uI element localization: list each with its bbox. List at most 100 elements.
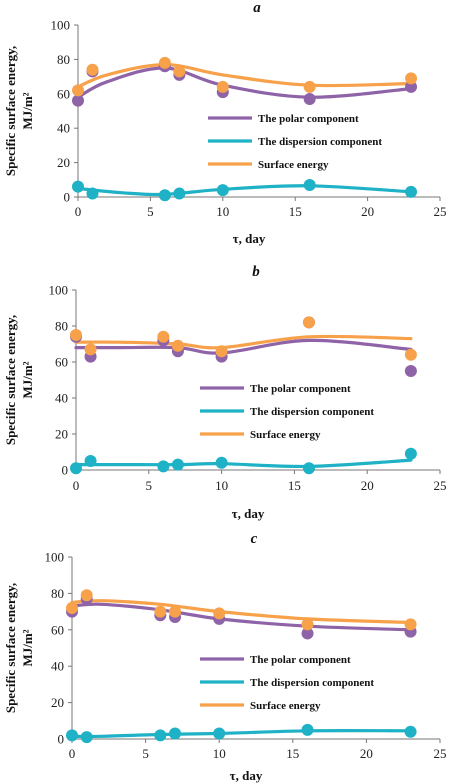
legend-label: The polar component (258, 113, 359, 125)
x-tick-label: 5 (146, 478, 153, 493)
x-tick-label: 0 (75, 204, 82, 219)
y-tick-label: 40 (57, 121, 70, 136)
y-axis-title: Specific surface energy, (3, 46, 18, 176)
data-point (169, 605, 182, 618)
data-point (171, 458, 184, 471)
data-point (405, 185, 418, 198)
x-tick-label: 0 (69, 746, 76, 761)
data-point (158, 56, 171, 69)
panel-letter: b (252, 264, 260, 280)
legend-label: Surface energy (258, 159, 329, 171)
data-point (213, 727, 226, 740)
data-point (80, 731, 93, 744)
data-point (66, 601, 78, 614)
data-point (66, 729, 78, 742)
trend-line (70, 602, 413, 632)
y-tick-label: 40 (55, 391, 68, 406)
data-point (404, 348, 417, 361)
y-axis-title-unit: MJ/m² (20, 629, 35, 666)
data-point (216, 184, 229, 197)
legend: The polar component The dispersion compon… (200, 654, 374, 712)
panel-letter: a (253, 0, 261, 16)
x-tick-label: 10 (215, 478, 228, 493)
data-point (70, 462, 82, 475)
y-tick-label: 80 (55, 319, 68, 334)
chart-panel-a: a 0 20 40 60 80 100 0 5 10 15 20 25 τ, day Specific su… (3, 0, 447, 246)
trend-line (70, 729, 413, 739)
y-axis-title-unit: MJ/m² (20, 361, 35, 398)
data-point (301, 618, 314, 631)
legend-label: The dispersion component (258, 136, 382, 148)
y-tick-label: 60 (55, 355, 68, 370)
x-tick-label: 25 (434, 478, 447, 493)
data-point (169, 727, 182, 740)
x-tick-label: 5 (147, 204, 154, 219)
y-tick-label: 0 (58, 732, 65, 747)
data-point (301, 723, 314, 736)
y-tick-label: 100 (51, 18, 71, 33)
data-point (405, 72, 418, 85)
data-point (173, 65, 186, 78)
data-point (302, 462, 315, 475)
data-point (404, 447, 417, 460)
x-tick-label: 0 (73, 478, 80, 493)
data-point (154, 605, 167, 618)
data-point (173, 187, 186, 200)
data-point (157, 330, 170, 343)
data-point (86, 187, 99, 200)
data-point (301, 627, 314, 640)
legend-label: The dispersion component (250, 677, 374, 689)
legend-label: Surface energy (250, 700, 321, 712)
trend-line (76, 66, 413, 99)
panel-letter: c (251, 531, 258, 547)
trend-line (76, 62, 413, 89)
data-point (215, 456, 228, 469)
y-tick-label: 60 (57, 86, 70, 101)
y-tick-label: 100 (45, 550, 65, 565)
data-point (157, 460, 170, 473)
legend-label: The polar component (250, 654, 351, 666)
y-tick-label: 20 (51, 695, 64, 710)
data-point (303, 92, 316, 105)
y-axis-title-unit: MJ/m² (20, 92, 35, 129)
data-point (171, 339, 184, 352)
x-tick-label: 25 (434, 204, 447, 219)
data-point (72, 84, 84, 97)
data-point (72, 94, 84, 107)
data-point (84, 343, 97, 356)
x-tick-label: 20 (361, 204, 374, 219)
x-tick-label: 20 (361, 478, 374, 493)
data-point (154, 729, 167, 742)
data-point (213, 607, 226, 620)
data-point (72, 180, 84, 193)
data-point (80, 589, 93, 602)
trend-line (74, 334, 413, 350)
data-point (302, 316, 315, 329)
data-point (86, 63, 99, 76)
x-axis-title: τ, day (233, 231, 266, 246)
data-point (405, 80, 418, 93)
data-point (216, 80, 229, 93)
chart-panel-c: c 0 20 40 60 80 100 0 5 10 15 20 25 τ, day Specific su… (3, 531, 447, 783)
y-axis-title: Specific surface energy, (3, 315, 18, 445)
trend-line (70, 599, 413, 625)
data-point (303, 178, 316, 191)
x-tick-label: 10 (213, 746, 226, 761)
data-point (84, 455, 97, 467)
trend-line (76, 184, 413, 197)
y-tick-label: 20 (57, 155, 70, 170)
x-axis-title: τ, day (232, 506, 265, 521)
x-tick-label: 15 (289, 204, 302, 219)
legend-label: Surface energy (250, 429, 321, 441)
data-point (404, 618, 417, 631)
y-tick-label: 20 (55, 427, 68, 442)
y-tick-label: 100 (49, 283, 69, 298)
data-point (404, 365, 417, 377)
x-tick-label: 15 (288, 478, 301, 493)
trend-line (74, 458, 413, 469)
chart-panel-b: b 0 20 40 60 80 100 0 5 10 15 20 25 τ, day Specific su… (3, 264, 447, 521)
data-point (303, 80, 316, 93)
legend: The polar component The dispersion compon… (200, 383, 374, 441)
data-point (404, 725, 417, 738)
